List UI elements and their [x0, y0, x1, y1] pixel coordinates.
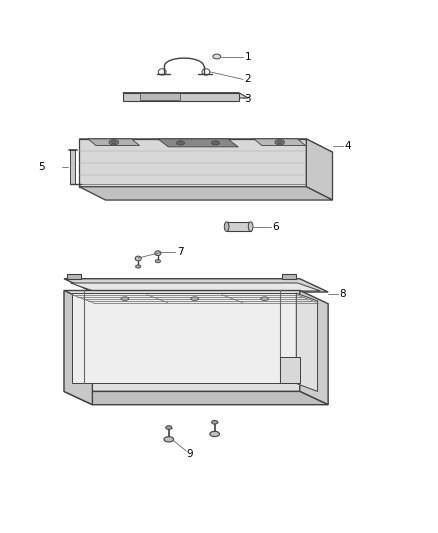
Text: 1: 1 — [244, 52, 251, 61]
Ellipse shape — [275, 140, 285, 145]
Polygon shape — [254, 139, 305, 146]
Text: 5: 5 — [39, 162, 45, 172]
Ellipse shape — [109, 140, 119, 145]
Ellipse shape — [224, 222, 229, 231]
Polygon shape — [64, 290, 300, 391]
Polygon shape — [64, 391, 328, 405]
Ellipse shape — [212, 141, 219, 145]
Polygon shape — [64, 290, 92, 405]
Ellipse shape — [155, 260, 160, 263]
Text: 3: 3 — [244, 93, 251, 103]
Ellipse shape — [191, 297, 199, 301]
Ellipse shape — [213, 54, 221, 59]
Polygon shape — [79, 139, 306, 187]
Polygon shape — [79, 139, 332, 152]
Ellipse shape — [277, 141, 283, 143]
Polygon shape — [64, 279, 328, 292]
Polygon shape — [123, 93, 248, 98]
Ellipse shape — [164, 437, 173, 442]
Text: 8: 8 — [339, 289, 346, 300]
Ellipse shape — [177, 141, 184, 145]
Text: 7: 7 — [177, 247, 183, 257]
Ellipse shape — [135, 256, 141, 261]
Text: 6: 6 — [273, 222, 279, 232]
Polygon shape — [226, 222, 251, 231]
Polygon shape — [123, 93, 239, 101]
Ellipse shape — [212, 421, 218, 424]
Ellipse shape — [210, 431, 219, 437]
Text: 4: 4 — [345, 141, 351, 150]
Polygon shape — [300, 290, 328, 405]
Polygon shape — [296, 293, 318, 391]
Ellipse shape — [121, 297, 129, 301]
Polygon shape — [71, 283, 320, 291]
Polygon shape — [70, 150, 75, 184]
Polygon shape — [306, 139, 332, 200]
Ellipse shape — [166, 426, 172, 430]
Ellipse shape — [136, 265, 141, 268]
Text: 2: 2 — [244, 75, 251, 84]
Polygon shape — [280, 357, 300, 383]
Polygon shape — [72, 293, 296, 383]
Ellipse shape — [248, 222, 253, 231]
Text: 9: 9 — [186, 449, 193, 459]
Polygon shape — [283, 274, 296, 279]
Ellipse shape — [261, 297, 268, 301]
Polygon shape — [72, 295, 318, 301]
Polygon shape — [158, 139, 238, 147]
Polygon shape — [141, 93, 180, 100]
Ellipse shape — [155, 251, 161, 256]
Polygon shape — [79, 187, 332, 200]
Polygon shape — [67, 274, 81, 279]
Polygon shape — [88, 139, 140, 146]
Ellipse shape — [111, 141, 117, 143]
